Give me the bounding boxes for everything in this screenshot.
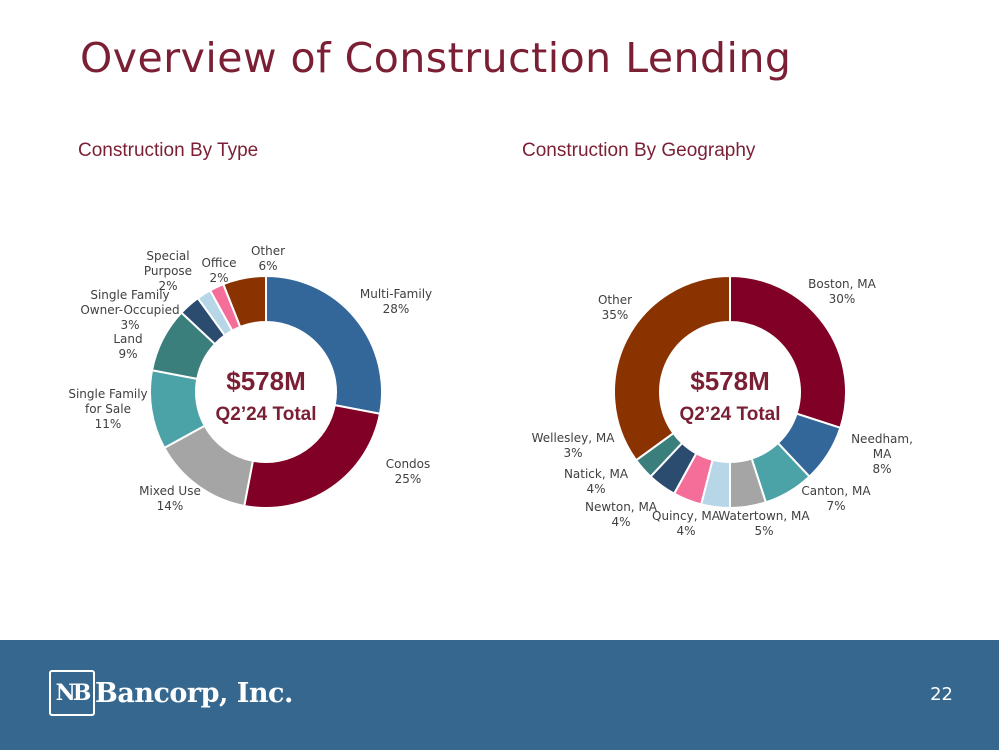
company-logo: NB Bancorp, Inc. [49,670,293,716]
slice-label-other: Other 35% [598,293,632,322]
slice-label-multi-family: Multi-Family 28% [360,287,432,316]
slice-label-special-purpose: Special Purpose 2% [144,249,192,293]
slice-label-mixed-use: Mixed Use 14% [139,484,201,513]
slice-label-single-family-for-sale: Single Family for Sale 11% [68,387,147,431]
slice-label-condos: Condos 25% [386,457,431,486]
slice-label-other: Other 6% [251,244,285,273]
slice-label-newton-ma: Newton, MA 4% [585,500,658,529]
slice-boston-ma [729,274,847,430]
slice-label-single-family-owner-occupied: Single Family Owner-Occupied 3% [80,288,179,332]
slice-condos [243,403,382,509]
center-total: $578M [690,366,770,396]
slice-label-office: Office 2% [201,256,236,285]
logo-mark: NB [49,670,95,716]
slice-label-natick-ma: Natick, MA 4% [564,467,629,496]
slice-label-quincy-ma: Quincy, MA 4% [652,509,721,538]
slide-title: Overview of Construction Lending [80,34,792,82]
page-number: 22 [930,684,953,705]
slice-other [222,274,267,329]
slice-multi-family [265,274,383,415]
center-period: Q2’24 Total [215,404,316,425]
slice-label-canton-ma: Canton, MA 7% [801,484,871,513]
slice-label-boston-ma: Boston, MA 30% [808,277,876,306]
slice-label-watertown-ma: Watertown, MA 5% [718,509,810,538]
donut-chart-type: Multi-Family 28% Condos 25% Mixed Use 14% Sing… [68,244,432,513]
slice-label-wellesley-ma: Wellesley, MA 3% [532,431,616,460]
footer-bar: NB Bancorp, Inc. 22 [0,640,999,750]
slice-label-land: Land 9% [113,332,142,361]
center-total: $578M [226,366,306,396]
logo-text: Bancorp, Inc. [95,677,293,709]
donut-chart-geography: Boston, MA 30% Needham, MA 8% Canton, MA 7%Wat… [532,274,913,538]
center-period: Q2’24 Total [679,404,780,425]
slice-other [613,274,731,462]
slice-label-needham-ma: Needham, MA 8% [851,432,913,476]
chart-heading-geography: Construction By Geography [522,140,756,161]
chart-heading-type: Construction By Type [78,140,259,161]
